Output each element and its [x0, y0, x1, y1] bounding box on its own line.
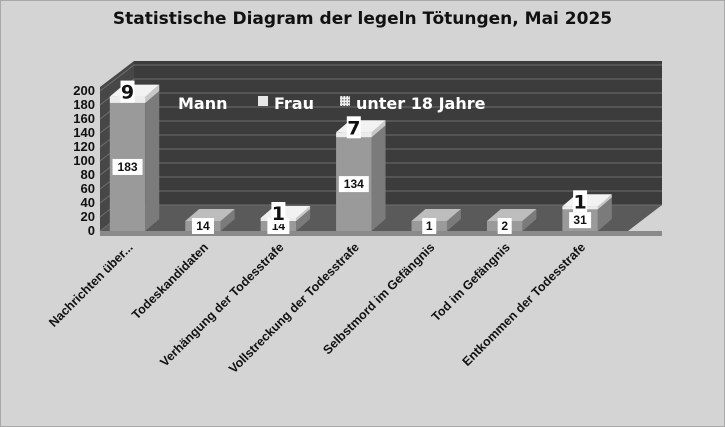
bar-frau-side [371, 120, 386, 138]
data-label-mann: 183 [118, 160, 138, 174]
legend-swatch [340, 96, 350, 106]
bar-frau-side [597, 194, 612, 210]
bar-mann-side [371, 125, 386, 231]
data-label-frau: 1 [573, 191, 586, 213]
bar-frau-side [296, 206, 311, 221]
y-tick-label: 40 [81, 195, 95, 210]
data-label-mann: 134 [344, 177, 364, 191]
x-category-label: Entkommen der Todesstrafe [460, 240, 589, 369]
legend: Mann Frau unter 18 Jahre [178, 94, 486, 113]
data-label-bg [191, 218, 214, 234]
data-label-bg [569, 212, 592, 229]
plot-back-wall [134, 61, 662, 205]
y-tick-label: 20 [81, 209, 95, 224]
data-label-mann: 14 [196, 219, 210, 233]
y-tick-label: 180 [73, 97, 95, 112]
x-category-label: Todeskandidaten [129, 240, 211, 322]
legend-entry: Frau [274, 94, 314, 113]
bar-mann-side [145, 90, 160, 232]
gridline [99, 64, 662, 92]
floor-edge [100, 231, 662, 236]
data-label-bg [573, 190, 588, 213]
y-tick-label: 200 [73, 83, 95, 98]
data-label-bg [120, 80, 135, 103]
data-label-frau: 9 [121, 82, 134, 104]
y-tick-label: 100 [73, 153, 95, 168]
y-tick-label: 160 [73, 111, 95, 126]
data-label-bg [338, 176, 369, 193]
x-category-label: Tod im Gefängnis [429, 240, 513, 324]
x-category-label: Vollstreckung der Todesstrafe [226, 240, 362, 376]
legend-entry: Mann [178, 94, 228, 113]
y-tick-label: 0 [88, 223, 95, 238]
bar-mann-side [597, 197, 612, 231]
data-label-mann: 31 [573, 213, 587, 227]
bar-frau-side [145, 84, 160, 103]
legend-entry: unter 18 Jahre [356, 94, 486, 113]
y-tick-label: 140 [73, 125, 95, 140]
data-label-bg [422, 218, 437, 234]
data-label-bg [271, 202, 286, 224]
x-category-label: Nachrichten über... [46, 240, 135, 329]
data-label-mann: 1 [426, 219, 433, 233]
legend-swatch [258, 96, 268, 106]
data-label-frau: 1 [272, 203, 285, 225]
bar-mann-side [296, 209, 311, 231]
y-tick-label: 120 [73, 139, 95, 154]
data-label-frau: 7 [347, 117, 360, 139]
y-tick-label: 60 [81, 181, 95, 196]
x-category-label: Verhängung der Todesstrafe [157, 240, 286, 369]
data-label-bg [497, 218, 512, 234]
data-label-bg [112, 158, 143, 175]
y-tick-label: 80 [81, 167, 95, 182]
bar-mann-side [220, 209, 235, 231]
chart-title: Statistische Diagram der legeln Tötungen… [112, 9, 613, 29]
bar-mann-side [446, 209, 461, 231]
data-label-mann: 2 [501, 219, 508, 233]
data-label-bg [346, 116, 361, 139]
bar-mann-side [522, 209, 537, 231]
